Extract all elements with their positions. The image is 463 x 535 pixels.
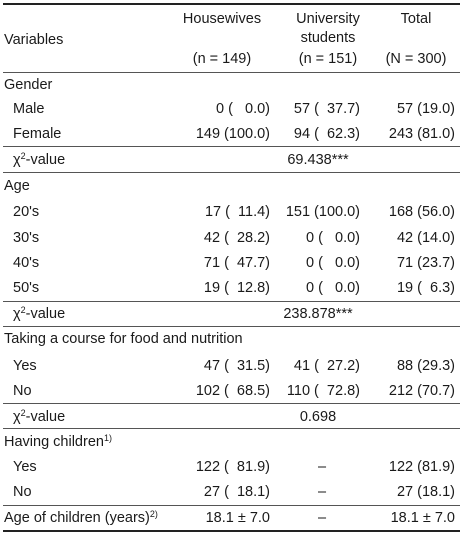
table-top-rule: [3, 3, 460, 5]
gender-chi-value: 69.438***: [287, 152, 349, 168]
header-rule: [3, 72, 460, 73]
age-30s-label: 30's: [13, 230, 40, 246]
gender-male-total: 57 (19.0): [396, 101, 455, 117]
age-chi-label: χ2-value: [13, 305, 66, 323]
header-students-n: (n = 151): [298, 51, 358, 67]
children-no-students: –: [317, 484, 327, 500]
section-course-title: Taking a course for food and nutrition: [4, 331, 243, 347]
age-20s-students: 151 (100.0): [285, 204, 360, 220]
course-no-students: 110 ( 72.8): [286, 383, 360, 399]
children-no-label: No: [13, 484, 32, 500]
gender-female-students: 94 ( 62.3): [293, 126, 360, 142]
age-20s-housewives: 17 ( 11.4): [204, 204, 270, 220]
age-40s-housewives: 71 ( 47.7): [203, 255, 270, 271]
age-50s-total: 19 ( 6.3): [396, 280, 455, 296]
age-chi-value: 238.878***: [283, 306, 353, 322]
age-30s-students: 0 ( 0.0): [306, 230, 360, 246]
children-section-rule: [3, 505, 460, 506]
course-yes-housewives: 47 ( 31.5): [203, 358, 270, 374]
header-total: Total: [400, 11, 432, 27]
header-housewives-n: (n = 149): [192, 51, 252, 67]
header-total-n: (N = 300): [385, 51, 447, 67]
section-children-title: Having children1): [4, 433, 112, 451]
gender-section-rule: [3, 172, 460, 173]
course-yes-total: 88 (29.3): [396, 358, 455, 374]
header-students-line1: University: [296, 11, 360, 27]
age-30s-total: 42 (14.0): [396, 230, 455, 246]
gender-chi-rule: [3, 146, 460, 147]
gender-male-label: Male: [13, 101, 45, 117]
age-of-children-students: –: [317, 510, 327, 526]
course-no-total: 212 (70.7): [388, 383, 455, 399]
age-20s-label: 20's: [13, 204, 40, 220]
children-no-housewives: 27 ( 18.1): [203, 484, 270, 500]
gender-female-label: Female: [13, 126, 62, 142]
age-50s-housewives: 19 ( 12.8): [203, 280, 270, 296]
gender-female-total: 243 (81.0): [388, 126, 455, 142]
course-yes-students: 41 ( 27.2): [293, 358, 360, 374]
header-variables: Variables: [4, 32, 64, 48]
header-students-line2: students: [300, 30, 356, 46]
course-yes-label: Yes: [13, 358, 37, 374]
age-of-children-housewives: 18.1 ± 7.0: [205, 510, 270, 526]
header-housewives: Housewives: [182, 11, 262, 27]
gender-male-students: 57 ( 37.7): [293, 101, 360, 117]
children-yes-label: Yes: [13, 459, 37, 475]
gender-female-housewives: 149 (100.0): [195, 126, 270, 142]
age-chi-rule: [3, 301, 460, 302]
children-no-total: 27 (18.1): [396, 484, 455, 500]
course-section-rule: [3, 428, 460, 429]
age-50s-students: 0 ( 0.0): [306, 280, 360, 296]
age-40s-total: 71 (23.7): [396, 255, 455, 271]
course-chi-rule: [3, 403, 460, 404]
children-yes-total: 122 (81.9): [388, 459, 455, 475]
age-of-children-label: Age of children (years)2): [4, 509, 158, 527]
gender-chi-label: χ2-value: [13, 151, 66, 169]
section-age-title: Age: [4, 178, 30, 194]
course-no-housewives: 102 ( 68.5): [195, 383, 270, 399]
course-chi-value: 0.698: [299, 409, 337, 425]
age-section-rule: [3, 326, 460, 327]
children-yes-students: –: [317, 459, 327, 475]
section-gender-title: Gender: [4, 77, 53, 93]
course-no-label: No: [13, 383, 32, 399]
age-20s-total: 168 (56.0): [388, 204, 455, 220]
children-yes-housewives: 122 ( 81.9): [195, 459, 270, 475]
age-30s-housewives: 42 ( 28.2): [203, 230, 270, 246]
gender-male-housewives: 0 ( 0.0): [216, 101, 270, 117]
age-40s-students: 0 ( 0.0): [306, 255, 360, 271]
age-50s-label: 50's: [13, 280, 40, 296]
age-of-children-total: 18.1 ± 7.0: [390, 510, 455, 526]
age-40s-label: 40's: [13, 255, 40, 271]
table-bottom-rule: [3, 530, 460, 532]
course-chi-label: χ2-value: [13, 408, 66, 426]
